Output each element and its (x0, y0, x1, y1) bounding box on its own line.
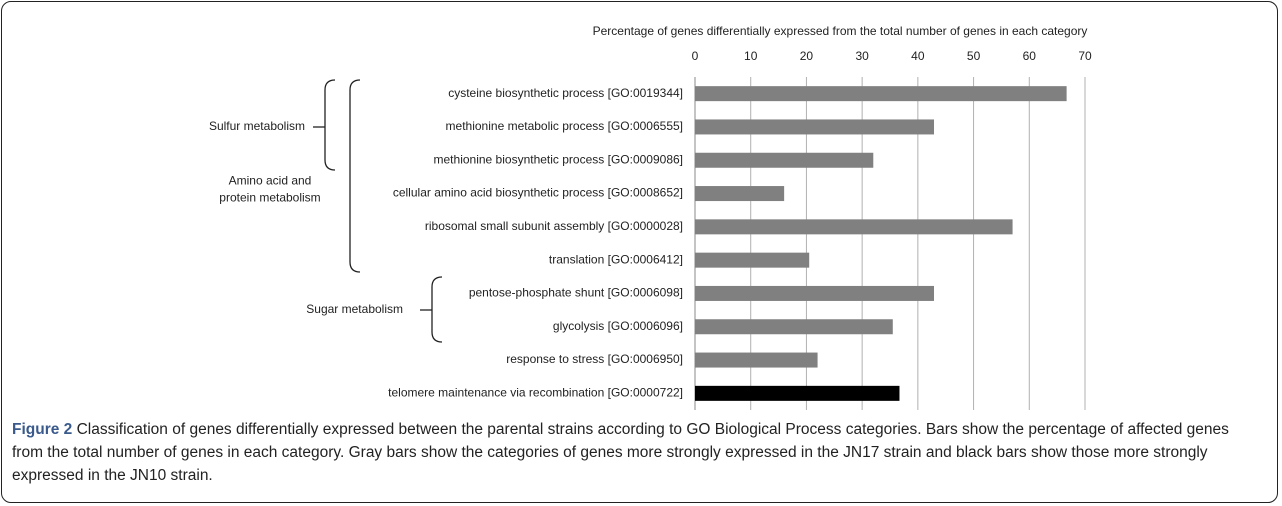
group-label: Amino acid and (229, 174, 312, 188)
bar (695, 319, 893, 335)
bar (695, 385, 900, 401)
bracket (431, 276, 443, 343)
y-tick-label: methionine biosynthetic process [GO:0009… (434, 152, 683, 166)
y-tick-label: cellular amino acid biosynthetic process… (393, 186, 683, 200)
group-label: protein metabolism (219, 191, 320, 205)
bar (695, 152, 874, 168)
x-tick-label: 60 (1023, 49, 1037, 63)
x-tick-label: 40 (911, 49, 925, 63)
y-tick-label: response to stress [GO:0006950] (506, 352, 683, 366)
y-tick-label: cysteine biosynthetic process [GO:001934… (448, 86, 683, 100)
group-label: Sulfur metabolism (209, 119, 305, 133)
y-tick-label: glycolysis [GO:0006096] (553, 319, 683, 333)
bar (695, 252, 810, 268)
x-tick-label: 30 (855, 49, 869, 63)
x-tick-label: 70 (1078, 49, 1092, 63)
chart: Percentage of genes differentially expre… (209, 24, 1092, 410)
bracket (349, 79, 361, 273)
y-tick-label: telomere maintenance via recombination [… (388, 386, 683, 400)
group-label: Sugar metabolism (306, 302, 403, 316)
bar (695, 119, 935, 135)
x-tick-label: 20 (800, 49, 814, 63)
x-axis-title: Percentage of genes differentially expre… (593, 24, 1088, 38)
x-tick-label: 50 (967, 49, 981, 63)
bar (695, 86, 1067, 102)
y-tick-label: translation [GO:0006412] (549, 252, 683, 266)
bracket (324, 79, 336, 171)
bar (695, 186, 785, 202)
caption: Figure 2 Classification of genes differe… (12, 418, 1262, 487)
x-tick-label: 0 (692, 49, 699, 63)
bar (695, 219, 1013, 235)
y-tick-label: ribosomal small subunit assembly [GO:000… (425, 219, 683, 233)
bar (695, 285, 935, 301)
caption-label: Figure 2 (12, 421, 73, 438)
bar (695, 352, 818, 368)
y-tick-label: pentose-phosphate shunt [GO:0006098] (469, 286, 683, 300)
y-tick-label: methionine metabolic process [GO:0006555… (446, 119, 683, 133)
x-tick-label: 10 (744, 49, 758, 63)
group-brackets (313, 79, 443, 343)
caption-text: Classification of genes differentially e… (12, 421, 1229, 484)
